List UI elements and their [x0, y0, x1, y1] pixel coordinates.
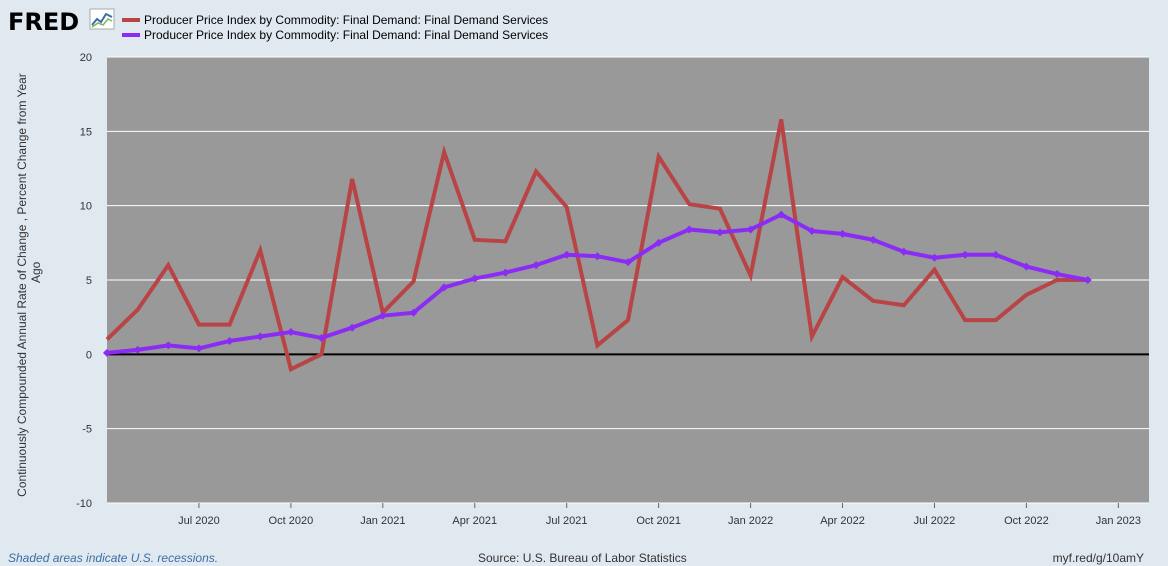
fred-logo[interactable]: FRED [8, 6, 118, 36]
y-axis-title: Continuously Compounded Annual Rate of C… [15, 73, 29, 497]
y-tick-label: 20 [80, 52, 92, 64]
series-2-point[interactable] [715, 228, 724, 237]
series-2-point[interactable] [440, 283, 449, 292]
x-tick-label: Oct 2022 [1004, 515, 1049, 527]
y-tick-label: 0 [86, 349, 92, 361]
fred-logo-text: FRED [8, 8, 79, 36]
legend-swatch-series-1 [122, 17, 140, 22]
series-2-point[interactable] [378, 311, 387, 320]
x-tick-label: Oct 2020 [269, 515, 314, 527]
series-2-point[interactable] [1022, 262, 1031, 271]
series-2-point[interactable] [532, 261, 541, 270]
legend-swatch-series-2 [122, 32, 140, 37]
x-tick-label: Apr 2022 [820, 515, 865, 527]
series-2-point[interactable] [899, 247, 908, 256]
y-tick-label: 15 [80, 126, 92, 138]
series-2-point[interactable] [685, 225, 694, 234]
series-2-point[interactable] [869, 235, 878, 244]
y-tick-label: 10 [80, 201, 92, 213]
series-2-point[interactable] [961, 250, 970, 259]
series-2-point[interactable] [930, 253, 939, 262]
series-2-point[interactable] [838, 229, 847, 238]
legend-item-series-1[interactable]: Producer Price Index by Commodity: Final… [122, 12, 548, 27]
source-note: Source: U.S. Bureau of Labor Statistics [478, 551, 687, 565]
series-2-point[interactable] [164, 341, 173, 350]
chart-legend: Producer Price Index by Commodity: Final… [122, 12, 548, 42]
recession-note: Shaded areas indicate U.S. recessions. [8, 551, 219, 565]
x-tick-label: Jan 2023 [1096, 515, 1141, 527]
y-axis-title-line-2: Ago [29, 261, 43, 283]
legend-label-series-2: Producer Price Index by Commodity: Final… [144, 27, 549, 42]
legend-item-series-2[interactable]: Producer Price Index by Commodity: Final… [122, 27, 548, 42]
series-2-point[interactable] [1053, 270, 1062, 279]
series-2-point[interactable] [133, 345, 142, 354]
x-tick-label: Jul 2021 [546, 515, 588, 527]
short-url-link[interactable]: myf.red/g/10amY [1052, 551, 1144, 565]
series-2-point[interactable] [286, 328, 295, 337]
x-tick-label: Jul 2020 [178, 515, 220, 527]
series-2-point[interactable] [225, 336, 234, 345]
series-2-point[interactable] [501, 268, 510, 277]
legend-label-series-1: Producer Price Index by Commodity: Final… [144, 12, 549, 27]
series-1-line[interactable] [105, 119, 1088, 373]
series-2-point[interactable] [746, 225, 755, 234]
x-tick-label: Jan 2021 [360, 515, 405, 527]
mini-line-chart-icon [89, 8, 115, 30]
series-2-point[interactable] [103, 348, 111, 357]
series-2-point[interactable] [593, 252, 602, 261]
x-tick-label: Jul 2022 [914, 515, 956, 527]
series-2-point[interactable] [256, 332, 265, 341]
x-tick-label: Apr 2021 [452, 515, 497, 527]
series-2-point[interactable] [1083, 276, 1092, 284]
series-2-point[interactable] [991, 250, 1000, 259]
series-2-point[interactable] [624, 258, 632, 267]
x-tick-label: Oct 2021 [636, 515, 681, 527]
series-2-point[interactable] [654, 238, 663, 247]
series-2-point[interactable] [807, 226, 816, 235]
y-tick-label: -5 [82, 424, 92, 436]
y-tick-label: -10 [76, 498, 92, 510]
series-2-point[interactable] [562, 250, 571, 259]
y-axis-title-line-1: Continuously Compounded Annual Rate of C… [15, 73, 29, 497]
series-2-point[interactable] [348, 323, 357, 332]
series-2-point[interactable] [470, 274, 479, 283]
series-2-point[interactable] [317, 333, 326, 342]
series-2-point[interactable] [409, 308, 418, 317]
series-2-point[interactable] [777, 210, 786, 219]
x-tick-label: Jan 2022 [728, 515, 773, 527]
y-tick-label: 5 [86, 275, 92, 287]
series-2-point[interactable] [194, 344, 203, 353]
